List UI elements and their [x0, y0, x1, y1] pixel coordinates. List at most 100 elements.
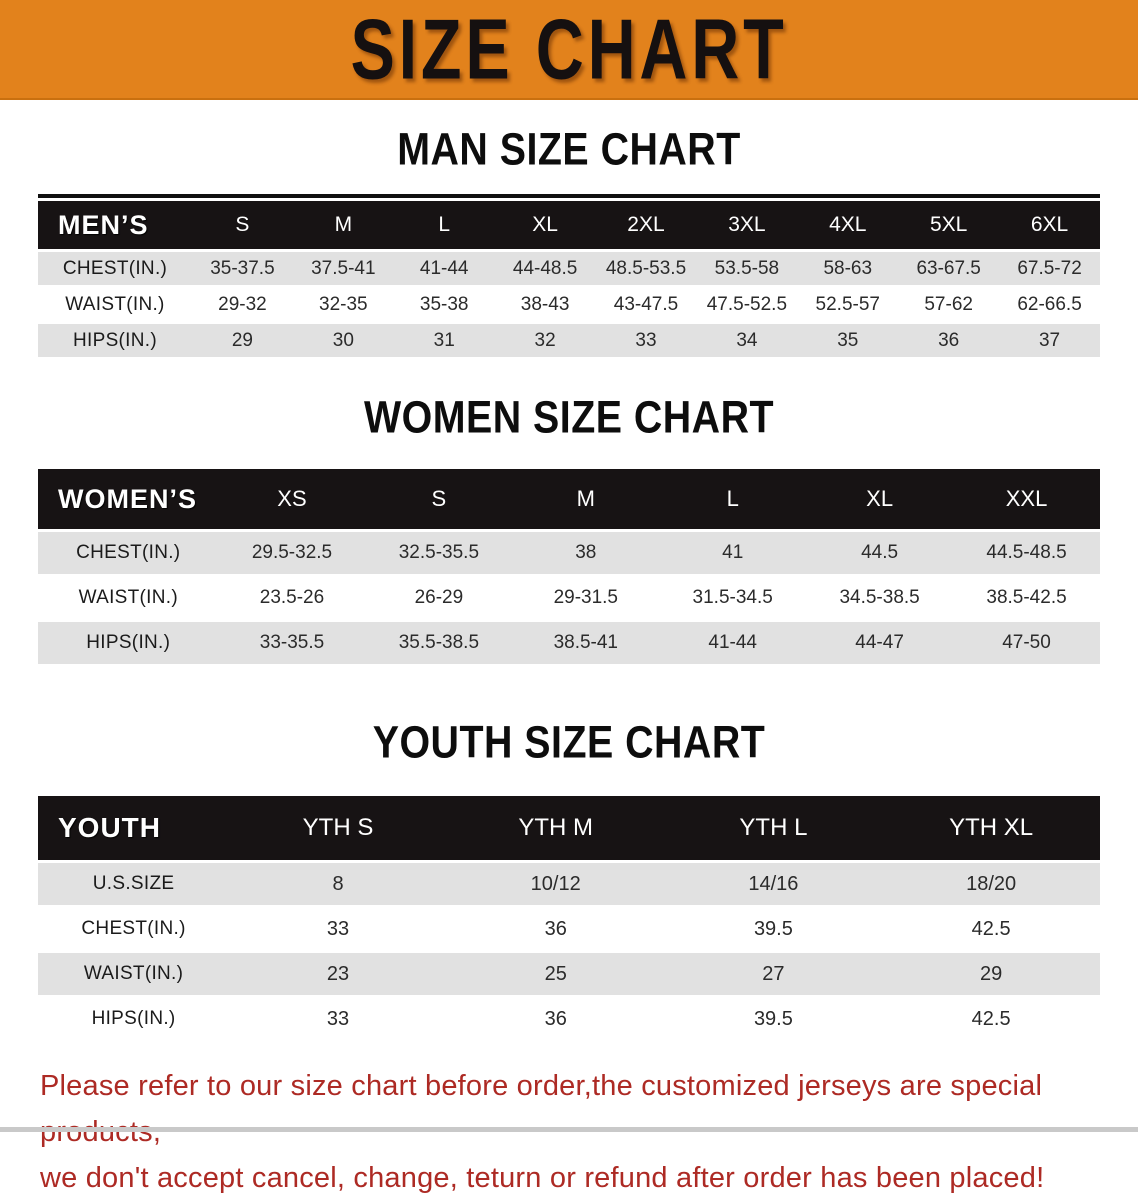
- women-row-hips-in: HIPS(IN.) 33-35.5 35.5-38.5 38.5-41 41-44 44-…: [38, 622, 1100, 664]
- women-cell-chest-in-xxl: 44.5-48.5: [953, 532, 1100, 574]
- youth-row-label-chest-in: CHEST(IN.): [38, 908, 230, 950]
- women-cell-waist-in-m: 29-31.5: [512, 577, 660, 619]
- women-col-header-s: S: [365, 469, 513, 529]
- men-row-label-waist-in: WAIST(IN.): [38, 288, 192, 321]
- men-cell-chest-in-s: 35-37.5: [191, 252, 293, 285]
- youth-col-header-yth-l: YTH L: [664, 796, 883, 860]
- men-cell-waist-in-5xl: 57-62: [898, 288, 1000, 321]
- men-row-label-hips-in: HIPS(IN.): [38, 324, 192, 357]
- bottom-edge-strip: [0, 1127, 1138, 1132]
- men-cell-hips-in-m: 30: [292, 324, 394, 357]
- women-cell-chest-in-xs: 29.5-32.5: [218, 532, 366, 574]
- men-cell-hips-in-5xl: 36: [898, 324, 1000, 357]
- men-row-hips-in: HIPS(IN.) 29 30 31 32 33 34 35 36 37: [38, 324, 1100, 357]
- women-row-label-hips-in: HIPS(IN.): [38, 622, 219, 664]
- youth-col-header-yth-s: YTH S: [229, 796, 447, 860]
- women-cell-hips-in-xl: 44-47: [806, 622, 954, 664]
- size-chart-banner: SIZE CHART: [0, 0, 1138, 100]
- disclaimer-line-1: Please refer to our size chart before or…: [40, 1070, 1043, 1148]
- men-cell-waist-in-3xl: 47.5-52.5: [696, 288, 798, 321]
- men-col-header-xl: XL: [494, 201, 596, 249]
- youth-row-label-waist-in: WAIST(IN.): [38, 953, 230, 995]
- men-cell-chest-in-m: 37.5-41: [292, 252, 394, 285]
- men-cell-hips-in-2xl: 33: [595, 324, 697, 357]
- men-col-header-s: S: [191, 201, 293, 249]
- women-cell-hips-in-xxl: 47-50: [953, 622, 1100, 664]
- men-col-header-3xl: 3XL: [696, 201, 798, 249]
- youth-row-u-s-size: U.S.SIZE 8 10/12 14/16 18/20: [38, 863, 1100, 905]
- men-size-table: MEN’S S M L XL 2XL 3XL 4XL 5XL 6XL CHEST(IN.) 35-37…: [38, 194, 1100, 360]
- men-cell-chest-in-6xl: 67.5-72: [999, 252, 1100, 285]
- women-cell-waist-in-xs: 23.5-26: [218, 577, 366, 619]
- women-heading: WOMEN SIZE CHART: [363, 391, 775, 443]
- men-row-waist-in: WAIST(IN.) 29-32 32-35 35-38 38-43 43-47.5 47.…: [38, 288, 1100, 321]
- men-cell-hips-in-4xl: 35: [797, 324, 899, 357]
- men-cell-waist-in-6xl: 62-66.5: [999, 288, 1100, 321]
- banner-title: SIZE CHART: [350, 1, 788, 97]
- women-header-row: WOMEN’S XS S M L XL XXL: [38, 469, 1100, 529]
- women-cell-chest-in-l: 41: [659, 532, 807, 574]
- men-header-label: MEN’S: [38, 201, 192, 249]
- youth-row-hips-in: HIPS(IN.) 33 36 39.5 42.5: [38, 998, 1100, 1040]
- women-cell-chest-in-m: 38: [512, 532, 660, 574]
- women-section: WOMEN SIZE CHART WOMEN’S XS S M L XL XXL CHEST(…: [0, 391, 1138, 667]
- youth-cell-hips-in-yth-s: 33: [229, 998, 447, 1040]
- youth-row-waist-in: WAIST(IN.) 23 25 27 29: [38, 953, 1100, 995]
- youth-row-label-hips-in: HIPS(IN.): [38, 998, 230, 1040]
- women-cell-hips-in-xs: 33-35.5: [218, 622, 366, 664]
- women-header-label: WOMEN’S: [38, 469, 219, 529]
- women-col-header-m: M: [512, 469, 660, 529]
- youth-cell-chest-in-yth-xl: 42.5: [882, 908, 1100, 950]
- women-cell-hips-in-l: 41-44: [659, 622, 807, 664]
- men-section: MAN SIZE CHART MEN’S S M L XL 2XL 3XL 4XL 5XL 6XL…: [0, 123, 1138, 360]
- women-cell-hips-in-s: 35.5-38.5: [365, 622, 513, 664]
- women-cell-hips-in-m: 38.5-41: [512, 622, 660, 664]
- women-cell-chest-in-xl: 44.5: [806, 532, 954, 574]
- men-col-header-2xl: 2XL: [595, 201, 697, 249]
- youth-col-header-yth-xl: YTH XL: [882, 796, 1100, 860]
- men-cell-waist-in-4xl: 52.5-57: [797, 288, 899, 321]
- men-cell-chest-in-2xl: 48.5-53.5: [595, 252, 697, 285]
- men-col-header-m: M: [292, 201, 394, 249]
- youth-cell-waist-in-yth-l: 27: [664, 953, 883, 995]
- men-cell-hips-in-s: 29: [191, 324, 293, 357]
- women-row-label-chest-in: CHEST(IN.): [38, 532, 219, 574]
- men-row-label-chest-in: CHEST(IN.): [38, 252, 192, 285]
- youth-row-chest-in: CHEST(IN.) 33 36 39.5 42.5: [38, 908, 1100, 950]
- women-cell-chest-in-s: 32.5-35.5: [365, 532, 513, 574]
- men-col-header-4xl: 4XL: [797, 201, 899, 249]
- youth-cell-chest-in-yth-m: 36: [446, 908, 665, 950]
- women-col-header-xxl: XXL: [953, 469, 1100, 529]
- men-cell-chest-in-3xl: 53.5-58: [696, 252, 798, 285]
- youth-row-label-u-s-size: U.S.SIZE: [38, 863, 230, 905]
- women-cell-waist-in-xl: 34.5-38.5: [806, 577, 954, 619]
- men-cell-hips-in-6xl: 37: [999, 324, 1100, 357]
- youth-cell-hips-in-yth-l: 39.5: [664, 998, 883, 1040]
- men-col-header-l: L: [393, 201, 495, 249]
- disclaimer-line-2: we don't accept cancel, change, teturn o…: [40, 1162, 1045, 1194]
- men-cell-hips-in-3xl: 34: [696, 324, 798, 357]
- youth-size-table: YOUTH YTH S YTH M YTH L YTH XL U.S.SIZE 8 10/12…: [38, 793, 1100, 1043]
- men-cell-chest-in-4xl: 58-63: [797, 252, 899, 285]
- youth-heading: YOUTH SIZE CHART: [372, 716, 766, 768]
- youth-section: YOUTH SIZE CHART YOUTH YTH S YTH M YTH L YTH…: [0, 716, 1138, 1043]
- women-cell-waist-in-l: 31.5-34.5: [659, 577, 807, 619]
- men-cell-waist-in-2xl: 43-47.5: [595, 288, 697, 321]
- men-cell-chest-in-l: 41-44: [393, 252, 495, 285]
- youth-cell-chest-in-yth-s: 33: [229, 908, 447, 950]
- youth-cell-u-s-size-yth-m: 10/12: [446, 863, 665, 905]
- women-col-header-l: L: [659, 469, 807, 529]
- men-heading: MAN SIZE CHART: [397, 123, 741, 175]
- youth-cell-u-s-size-yth-xl: 18/20: [882, 863, 1100, 905]
- men-col-header-6xl: 6XL: [999, 201, 1100, 249]
- men-cell-waist-in-l: 35-38: [393, 288, 495, 321]
- women-col-header-xl: XL: [806, 469, 954, 529]
- women-cell-waist-in-xxl: 38.5-42.5: [953, 577, 1100, 619]
- men-cell-hips-in-xl: 32: [494, 324, 596, 357]
- women-row-label-waist-in: WAIST(IN.): [38, 577, 219, 619]
- women-size-table: WOMEN’S XS S M L XL XXL CHEST(IN.) 29.5-32.5 32.5…: [38, 466, 1100, 667]
- youth-cell-u-s-size-yth-s: 8: [229, 863, 447, 905]
- youth-cell-waist-in-yth-m: 25: [446, 953, 665, 995]
- women-row-waist-in: WAIST(IN.) 23.5-26 26-29 29-31.5 31.5-34.5 34…: [38, 577, 1100, 619]
- women-cell-waist-in-s: 26-29: [365, 577, 513, 619]
